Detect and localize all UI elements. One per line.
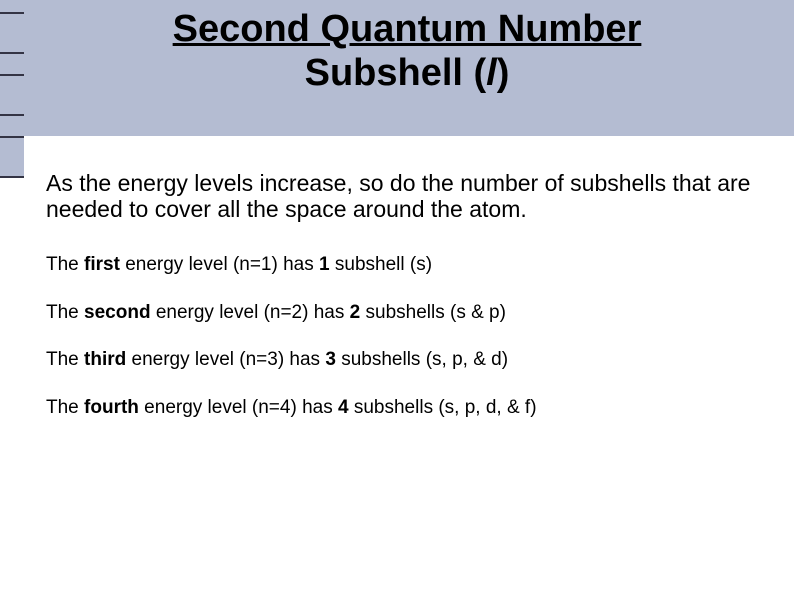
level-count: 2	[350, 302, 361, 323]
level-pre: The	[46, 302, 84, 323]
level-mid1: energy level (n=3) has	[126, 349, 325, 370]
level-mid1: energy level (n=1) has	[120, 254, 319, 275]
level-mid1: energy level (n=2) has	[151, 302, 350, 323]
level-ordinal: second	[84, 302, 151, 323]
slide-body: As the energy levels increase, so do the…	[46, 170, 754, 444]
energy-level-line: The second energy level (n=2) has 2 subs…	[46, 301, 754, 325]
level-mid2: subshells (s, p, d, & f)	[349, 397, 537, 418]
level-count: 1	[319, 254, 330, 275]
energy-level-line: The fourth energy level (n=4) has 4 subs…	[46, 396, 754, 420]
tick-mark	[0, 12, 24, 54]
level-count: 3	[325, 349, 336, 370]
slide-title: Second Quantum Number Subshell (l)	[60, 8, 754, 95]
level-pre: The	[46, 397, 84, 418]
title-line-2-pre: Subshell (	[305, 52, 487, 94]
level-mid2: subshells (s, p, & d)	[336, 349, 508, 370]
title-line-2-italic: l	[486, 52, 497, 94]
side-ticks	[0, 0, 24, 595]
tick-mark	[0, 74, 24, 116]
title-line-1: Second Quantum Number	[60, 8, 754, 52]
level-ordinal: first	[84, 254, 120, 275]
intro-paragraph: As the energy levels increase, so do the…	[46, 170, 754, 223]
level-ordinal: third	[84, 349, 126, 370]
tick-mark	[0, 136, 24, 178]
level-mid2: subshell (s)	[330, 254, 432, 275]
energy-level-line: The first energy level (n=1) has 1 subsh…	[46, 253, 754, 277]
level-pre: The	[46, 349, 84, 370]
level-ordinal: fourth	[84, 397, 139, 418]
level-mid1: energy level (n=4) has	[139, 397, 338, 418]
title-line-2: Subshell (l)	[60, 52, 754, 96]
energy-level-line: The third energy level (n=3) has 3 subsh…	[46, 348, 754, 372]
level-mid2: subshells (s & p)	[360, 302, 506, 323]
level-count: 4	[338, 397, 349, 418]
slide: Second Quantum Number Subshell (l) As th…	[0, 0, 794, 595]
level-pre: The	[46, 254, 84, 275]
title-line-2-post: )	[497, 52, 510, 94]
